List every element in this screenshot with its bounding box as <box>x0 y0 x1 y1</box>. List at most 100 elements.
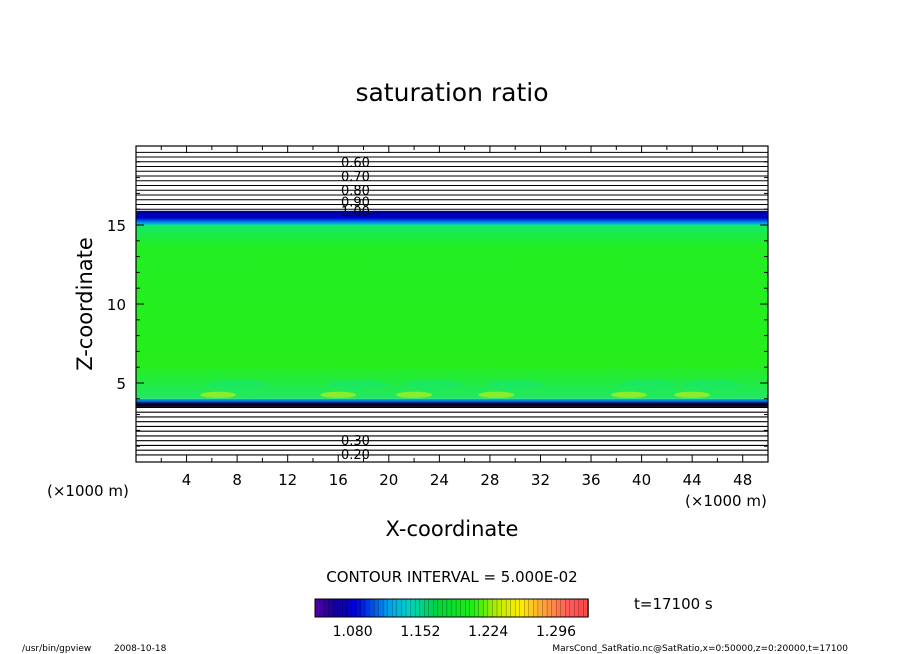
colorbar-cell <box>319 598 325 618</box>
colorbar-cell <box>542 598 548 618</box>
colorbar-cell <box>337 598 344 618</box>
colorbar-cell <box>492 598 498 618</box>
colorbar-cell <box>460 598 466 618</box>
contour-label: 0.30 <box>341 434 370 449</box>
field-highlight <box>327 379 388 390</box>
colorbar-cell <box>314 598 321 618</box>
colorbar-cell <box>515 598 521 618</box>
field-highlight <box>681 379 742 390</box>
x-tick-label: 44 <box>683 471 702 489</box>
time-label: t=17100 s <box>634 595 713 613</box>
field-highlight <box>478 391 515 399</box>
x-tick-label: 4 <box>182 471 192 489</box>
colorbar-cell <box>396 598 403 618</box>
x-tick-label: 28 <box>480 471 499 489</box>
colorbar-cell <box>355 598 362 618</box>
colorbar-cell <box>578 598 585 618</box>
x-unit-right: (×1000 m) <box>685 492 767 510</box>
colorbar-cell <box>410 598 416 618</box>
colorbar-frame <box>314 598 589 618</box>
colorbar-tick-labels: 1.080 1.152 1.224 1.296 <box>333 624 577 640</box>
colorbar-cell <box>401 598 407 618</box>
plot-area: 0.600.700.800.901.00 0.200.30 <box>136 146 768 463</box>
field-highlight <box>207 379 268 390</box>
field-highlight <box>617 379 678 390</box>
colorbar-cell <box>346 598 353 618</box>
colorbar-cell <box>496 598 503 618</box>
x-tick-label: 48 <box>733 471 752 489</box>
colorbar-cell <box>519 598 526 618</box>
colorbar-cell <box>556 598 562 618</box>
colorbar-cell <box>351 598 357 618</box>
colorbar-cell <box>474 598 480 618</box>
colorbar-tick-label: 1.224 <box>468 624 508 640</box>
colorbar-cell <box>565 598 571 618</box>
footer-source: MarsCond_SatRatio.nc@SatRatio,x=0:50000,… <box>552 644 848 654</box>
field-highlight <box>485 379 546 390</box>
x-tick-label: 20 <box>379 471 398 489</box>
contour-label: 1.00 <box>341 205 370 220</box>
colorbar-cell <box>419 598 425 618</box>
colorbar-cell <box>328 598 334 618</box>
y-tick-label: 15 <box>107 217 126 235</box>
colorbar-cell <box>323 598 330 618</box>
field-highlight <box>200 391 237 399</box>
colorbar-cell <box>528 598 535 618</box>
contour-labels: 0.600.700.800.901.00 0.200.30 <box>341 156 370 463</box>
colorbar-cell <box>487 598 494 618</box>
x-axis-label: X-coordinate <box>386 517 519 541</box>
colorbar-tick-label: 1.152 <box>400 624 440 640</box>
colorbar-cell <box>383 598 389 618</box>
contour-interval: CONTOUR INTERVAL = 5.000E-02 <box>326 568 577 586</box>
x-unit-left: (×1000 m) <box>47 482 129 500</box>
colorbar-cell <box>501 598 507 618</box>
y-tick-label: 10 <box>107 296 126 314</box>
contour-label: 0.80 <box>341 184 370 199</box>
x-tick-label: 40 <box>632 471 651 489</box>
colorbar-cell <box>524 598 530 618</box>
contour-label: 0.20 <box>341 448 370 463</box>
contour-label: 0.60 <box>341 156 370 171</box>
x-tick-label: 16 <box>329 471 348 489</box>
axis-ticks <box>136 145 769 462</box>
x-tick-label: 12 <box>278 471 297 489</box>
y-axis-label: Z-coordinate <box>73 237 97 371</box>
x-tick-labels: 4 8 12 16 20 24 28 32 36 40 44 48 <box>182 471 752 489</box>
colorbar-cell <box>374 598 380 618</box>
x-tick-label: 24 <box>430 471 449 489</box>
colorbar-cell <box>533 598 539 618</box>
colorbar-cell <box>483 598 489 618</box>
field-highlight <box>320 391 357 399</box>
colorbar-tick-label: 1.080 <box>333 624 373 640</box>
x-tick-label: 36 <box>581 471 600 489</box>
colorbar-cell <box>424 598 430 618</box>
colorbar-cell <box>442 598 448 618</box>
colorbar-cell <box>451 598 457 618</box>
colorbar-cell <box>446 598 453 618</box>
colorbar-cell <box>360 598 366 618</box>
colorbar-cell <box>437 598 444 618</box>
colorbar-cell <box>369 598 375 618</box>
x-tick-label: 32 <box>531 471 550 489</box>
colorbar-cell <box>414 598 421 618</box>
field-highlight <box>610 391 647 399</box>
colorbar-tick-label: 1.296 <box>536 624 576 640</box>
colorbar-cell <box>392 598 398 618</box>
y-tick-labels: 5 10 15 <box>107 217 126 393</box>
field-highlight <box>396 391 433 399</box>
colorbar-cell <box>387 598 394 618</box>
chart-title: saturation ratio <box>355 78 548 107</box>
footer-date: 2008-10-18 <box>114 644 167 654</box>
contour-lines <box>136 151 768 456</box>
y-tick-label: 5 <box>116 375 126 393</box>
colorbar-cell <box>342 598 348 618</box>
colorbar-cell <box>551 598 557 618</box>
field-highlights <box>200 379 742 399</box>
colorbar-cell <box>378 598 384 618</box>
colorbar-cell <box>405 598 412 618</box>
field-region <box>136 225 768 399</box>
colorbar-cell <box>469 598 475 618</box>
contour-label: 0.70 <box>341 170 370 185</box>
colorbar-cell <box>560 598 566 618</box>
